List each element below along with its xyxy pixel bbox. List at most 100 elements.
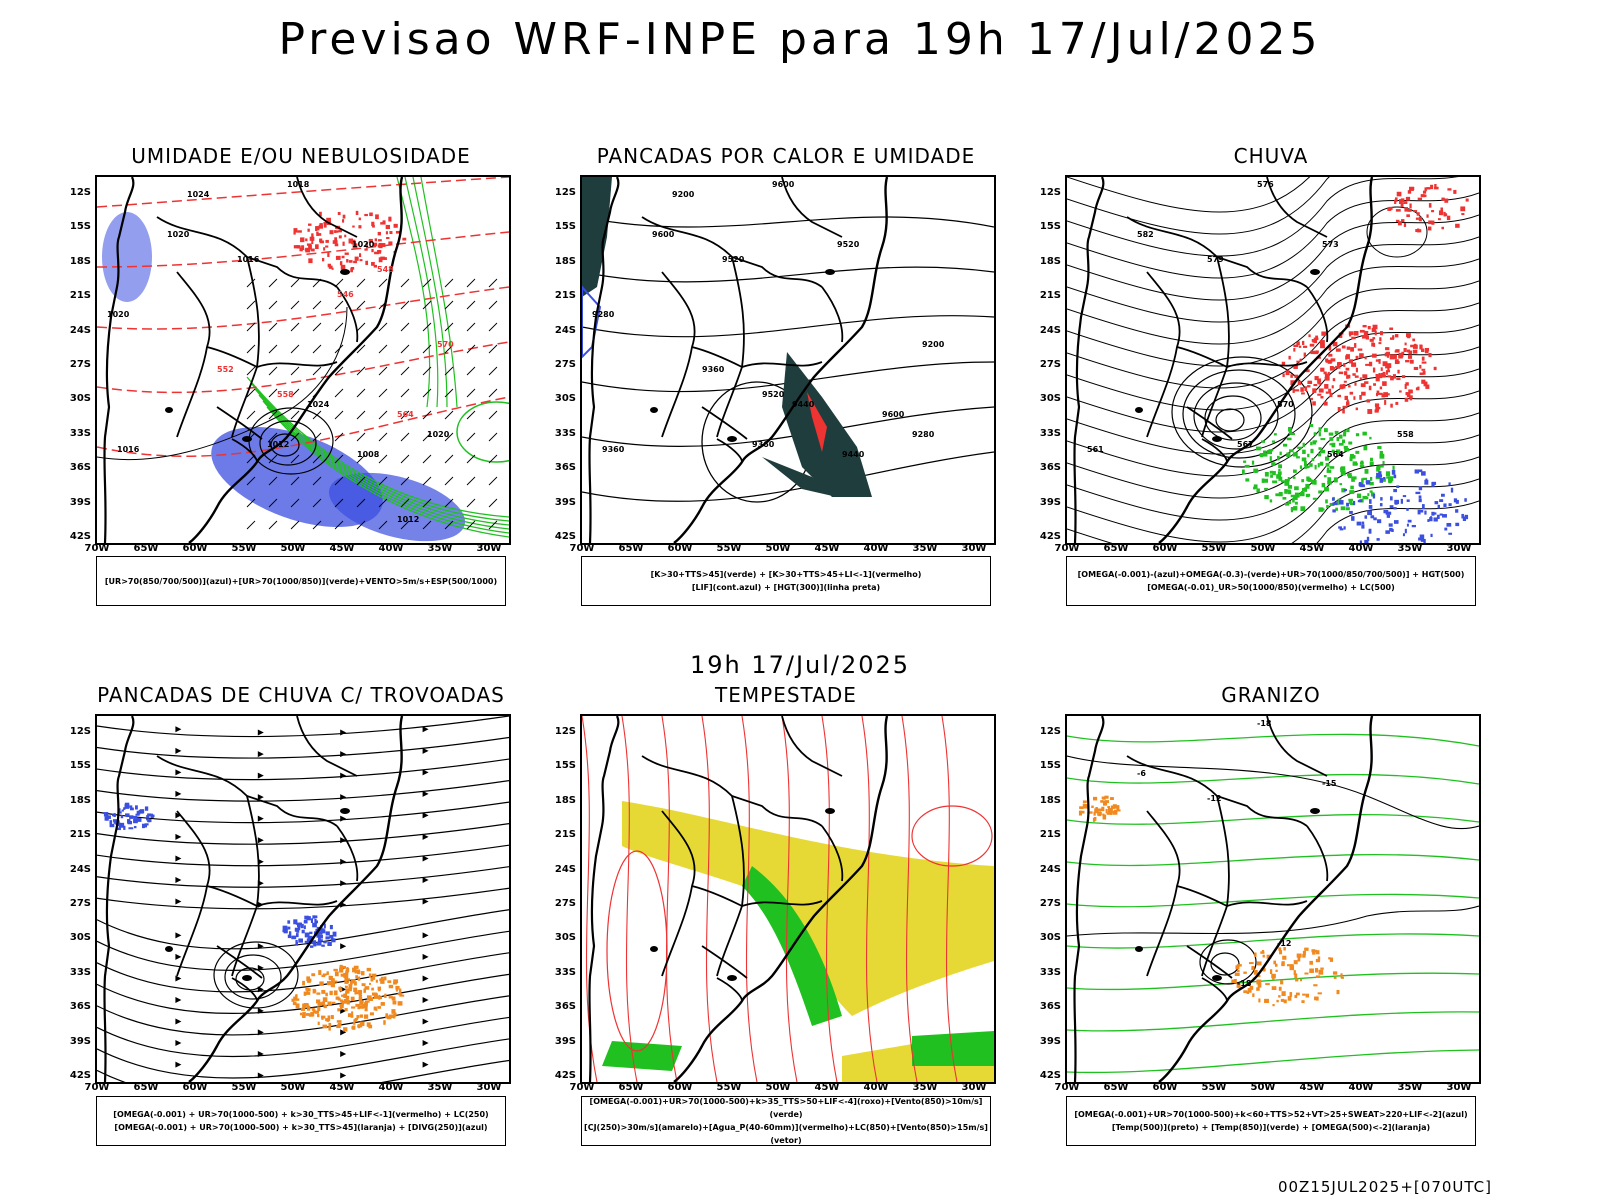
forecast-map: -6 -12 -18 -15 -12 -18 [1065,714,1481,1084]
latitude-label: 27S [554,359,576,370]
longitude-label: 30W [961,1082,987,1093]
longitude-label: 30W [1446,1082,1472,1093]
longitude-label: 50W [765,543,791,554]
panel-title: PANCADAS DE CHUVA C/ TROVOADAS [97,683,505,707]
latitude-label: 24S [1039,863,1061,875]
latitude-label: 36S [1039,462,1061,474]
contour-label: 9360 [602,445,625,454]
latitude-label: 30S [554,393,576,405]
longitude-label: 40W [863,1082,889,1093]
contour-label: -18 [1257,719,1272,728]
latitude-label: 33S [1039,966,1061,978]
latitude-label: 36S [1039,1001,1061,1013]
longitude-label: 40W [1348,1082,1374,1093]
contour-label: 9200 [672,190,695,199]
latitude-label: 12S [554,726,576,737]
contour-label: 573 [1322,240,1339,249]
latitude-label: 24S [554,324,576,336]
contour-label: 546 [337,290,354,299]
latitude-label: 12S [69,187,91,198]
contour-label: 9520 [722,255,745,264]
longitude-label: 60W [1152,543,1178,554]
contour-label: 9280 [912,430,935,439]
legend-line: [Temp(500)](preto) + [Temp(850)](verde) … [1111,1123,1431,1132]
longitude-label: 60W [1152,1082,1178,1093]
latitude-label: 24S [1039,324,1061,336]
longitude-label: 70W [569,543,595,554]
latitude-label: 36S [69,462,91,474]
latitude-label: 42S [554,1070,576,1081]
panel-title: GRANIZO [1221,683,1321,707]
longitude-label: 40W [863,543,889,554]
panel-title: UMIDADE E/OU NEBULOSIDADE [131,144,471,168]
latitude-label: 15S [554,760,576,772]
longitude-label: 65W [618,543,644,554]
legend-box: [OMEGA(-0.001) + UR>70(1000-500) + k>30_… [96,1096,506,1146]
latitude-label: 36S [554,462,576,474]
latitude-label: 27S [69,898,91,909]
latitude-label: 18S [69,794,91,806]
longitude-label: 65W [133,543,159,554]
latitude-label: 21S [1039,290,1061,302]
longitude-label: 70W [1054,1082,1080,1093]
contour-label: -18 [1237,979,1252,988]
legend-line: [LIF](cont.azul) + [HGT(300)](linha pret… [691,583,881,592]
contour-label: 9280 [592,310,615,319]
latitude-label: 18S [1039,794,1061,806]
contour-label: 9360 [702,365,725,374]
latitude-label: 30S [69,393,91,405]
latitude-label: 30S [554,932,576,944]
contour-label: 570 [1277,400,1294,409]
contour-label: 9600 [882,410,905,419]
contour-label: 1008 [357,450,380,459]
latitude-label: 18S [1039,255,1061,267]
forecast-map: 1020 1016 1018 1020 1024 1012 1008 1016 1020 1024… [95,175,511,545]
longitude-label: 35W [1397,1082,1423,1093]
longitude-label: 70W [84,543,110,554]
contour-label: 9600 [772,180,795,189]
latitude-label: 24S [69,324,91,336]
longitude-label: 40W [378,543,404,554]
longitude-label: 50W [765,1082,791,1093]
longitude-label: 45W [329,543,355,554]
latitude-label: 18S [554,794,576,806]
contour-label: 1024 [187,190,210,199]
panel-title: TEMPESTADE [715,683,857,707]
longitude-label: 55W [1201,1082,1227,1093]
forecast-map [580,714,996,1084]
longitude-label: 40W [378,1082,404,1093]
contour-label: 9520 [762,390,785,399]
legend-box: [K>30+TTS>45](verde) + [K>30+TTS>45+LI<-… [581,556,991,606]
latitude-label: 12S [1039,187,1061,198]
longitude-label: 65W [618,1082,644,1093]
contour-label: 9520 [837,240,860,249]
contour-label: 1024 [307,400,330,409]
contour-label: 9600 [652,230,675,239]
middle-timestamp: 19h 17/Jul/2025 [689,651,911,679]
longitude-label: 65W [133,1082,159,1093]
latitude-label: 15S [69,221,91,233]
longitude-label: 50W [1250,1082,1276,1093]
contour-label: 561 [1087,445,1104,454]
legend-line: [OMEGA(-0.001)+UR>70(1000-500)+k>35_TTS>… [589,1097,983,1119]
forecast-map: 9600 9520 9600 9520 9440 9360 9440 9360 9280 9200… [580,175,996,545]
legend-line: [OMEGA(-0.01)_UR>50(1000/850)(vermelho) … [1147,583,1395,592]
latitude-label: 30S [1039,393,1061,405]
longitude-label: 55W [1201,543,1227,554]
latitude-label: 12S [1039,726,1061,737]
contour-label: 9200 [922,340,945,349]
latitude-label: 27S [1039,359,1061,370]
contour-label: 570 [437,340,454,349]
latitude-label: 15S [1039,760,1061,772]
forecast-map: 582 579 576 573 570 567 564 561 558 [1065,175,1481,545]
latitude-label: 33S [1039,427,1061,439]
longitude-label: 35W [427,543,453,554]
contour-label: 9440 [792,400,815,409]
contour-label: 558 [1397,430,1414,439]
latitude-label: 33S [69,966,91,978]
legend-line: [OMEGA(-0.001) + UR>70(1000-500) + k>30_… [113,1110,489,1119]
contour-label: -6 [1137,769,1146,778]
contour-label: 576 [1257,180,1274,189]
latitude-label: 27S [69,359,91,370]
longitude-label: 65W [1103,543,1129,554]
